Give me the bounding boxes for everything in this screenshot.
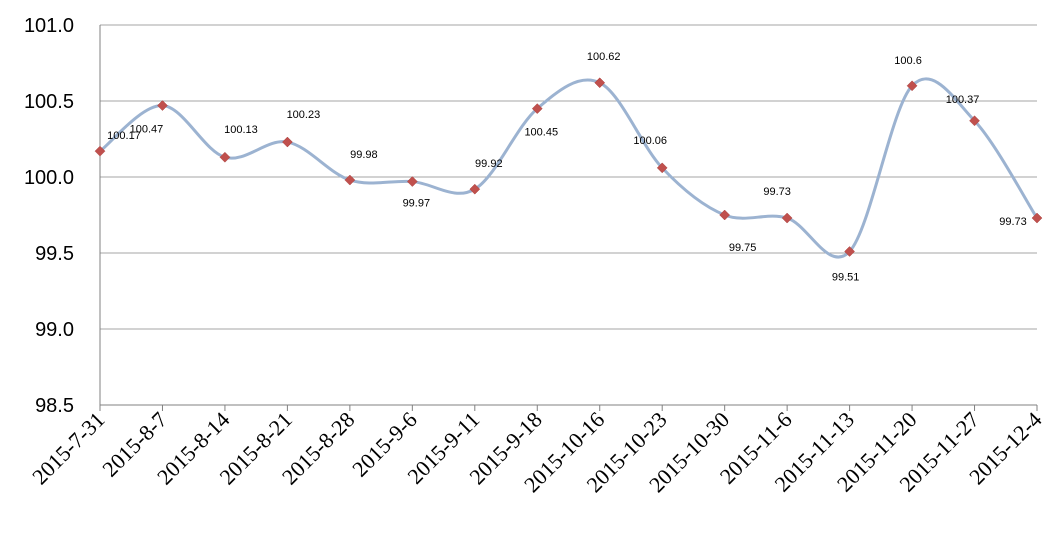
y-tick-label: 99.5 (35, 243, 74, 265)
data-label: 100.23 (287, 109, 321, 121)
data-point-marker (719, 209, 731, 221)
data-point-marker (344, 174, 356, 186)
data-point-marker (219, 151, 231, 163)
data-point-marker (94, 145, 106, 157)
data-label: 99.98 (350, 149, 378, 161)
data-point-marker (157, 100, 168, 111)
x-tick-label: 2015-7-31 (27, 407, 109, 489)
series-line (99, 77, 1039, 259)
data-label: 100.47 (130, 124, 164, 136)
data-point-marker (469, 183, 481, 195)
x-axis-ticks: 2015-7-312015-8-72015-8-142015-8-212015-… (27, 407, 1046, 497)
y-tick-label: 101.0 (24, 15, 74, 37)
data-point-marker (1031, 212, 1043, 224)
y-axis-ticks: 101.0 100.5 100.0 99.5 99.0 98.5 (24, 15, 74, 417)
data-point-marker (594, 77, 606, 89)
data-point-marker (282, 136, 293, 148)
y-tick-label: 100.0 (24, 167, 74, 189)
data-label: 100.62 (587, 51, 621, 63)
data-point-marker (969, 115, 980, 127)
data-label: 100.6 (894, 55, 922, 67)
data-label: 99.97 (403, 198, 431, 210)
data-label: 99.51 (832, 271, 860, 283)
data-label: 100.37 (946, 94, 980, 106)
data-point-marker (781, 212, 793, 224)
data-point-marker (406, 176, 418, 187)
series-markers (94, 77, 1043, 257)
y-tick-label: 99.0 (35, 319, 74, 341)
y-tick-label: 98.5 (35, 395, 74, 417)
data-point-marker (906, 80, 918, 92)
data-label: 100.45 (524, 127, 558, 139)
data-label: 100.17 (107, 130, 141, 142)
grid-lines (100, 24, 1037, 330)
data-label: 100.06 (633, 135, 667, 147)
data-label: 100.13 (224, 124, 258, 136)
data-point-marker (531, 103, 543, 114)
data-point-marker (844, 246, 855, 257)
data-label: 99.92 (475, 158, 503, 170)
data-label: 99.73 (763, 186, 791, 198)
data-label: 99.73 (999, 216, 1027, 228)
axes (99, 25, 1038, 411)
y-tick-label: 100.5 (24, 91, 74, 113)
data-point-marker (656, 162, 668, 174)
series-line-group (99, 77, 1039, 259)
data-label: 99.75 (729, 242, 757, 254)
